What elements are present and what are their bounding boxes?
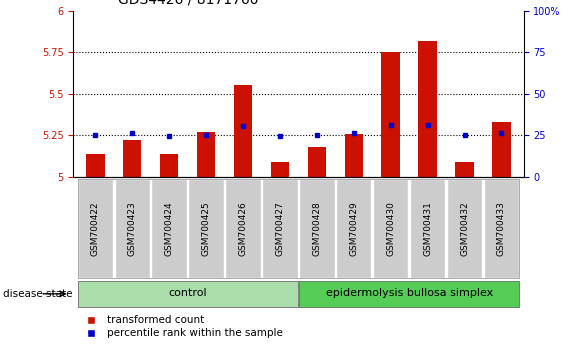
Bar: [455, 162, 473, 177]
Text: GSM700424: GSM700424: [164, 201, 173, 256]
Text: GSM700427: GSM700427: [275, 201, 284, 256]
Bar: [225, 179, 261, 278]
Bar: [271, 162, 289, 177]
Text: GSM700425: GSM700425: [202, 201, 211, 256]
Text: GSM700422: GSM700422: [91, 201, 100, 256]
Bar: [307, 147, 326, 177]
Bar: [373, 179, 408, 278]
Bar: [336, 179, 372, 278]
Bar: [234, 86, 252, 177]
Bar: [123, 141, 141, 177]
Bar: [484, 179, 519, 278]
Bar: [447, 179, 482, 278]
Text: GDS4426 / 8171760: GDS4426 / 8171760: [118, 0, 259, 6]
Bar: [86, 154, 105, 177]
Bar: [78, 281, 298, 307]
Bar: [299, 179, 334, 278]
Text: GSM700431: GSM700431: [423, 201, 432, 256]
Bar: [197, 132, 215, 177]
Text: GSM700432: GSM700432: [460, 201, 469, 256]
Text: GSM700423: GSM700423: [128, 201, 137, 256]
Text: GSM700430: GSM700430: [386, 201, 395, 256]
Bar: [262, 179, 298, 278]
Bar: [151, 179, 187, 278]
Text: GSM700433: GSM700433: [497, 201, 506, 256]
Bar: [382, 52, 400, 177]
Bar: [160, 154, 178, 177]
Bar: [78, 179, 113, 278]
Text: control: control: [168, 288, 207, 298]
Legend: transformed count, percentile rank within the sample: transformed count, percentile rank withi…: [78, 313, 284, 341]
Bar: [345, 134, 363, 177]
Text: GSM700428: GSM700428: [312, 201, 321, 256]
Bar: [114, 179, 150, 278]
Bar: [492, 122, 511, 177]
Bar: [410, 179, 445, 278]
Bar: [299, 281, 519, 307]
Text: GSM700426: GSM700426: [239, 201, 248, 256]
Text: disease state: disease state: [3, 289, 72, 299]
Bar: [189, 179, 224, 278]
Text: GSM700429: GSM700429: [349, 201, 358, 256]
Bar: [418, 41, 437, 177]
Text: epidermolysis bullosa simplex: epidermolysis bullosa simplex: [325, 288, 493, 298]
